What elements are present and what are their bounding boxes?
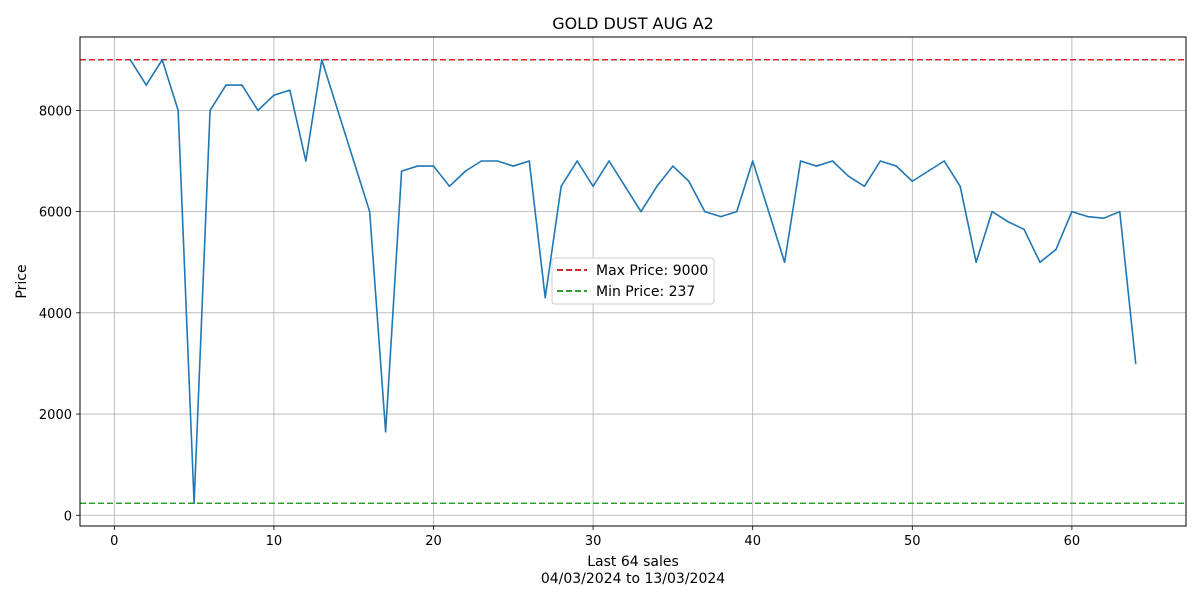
y-tick-label: 4000 — [39, 307, 72, 322]
data-point — [1071, 210, 1073, 213]
data-point — [799, 160, 802, 162]
data-point — [943, 160, 946, 162]
chart-title: GOLD DUST AUG A2 — [552, 14, 714, 33]
x-tick-label: 20 — [425, 534, 442, 549]
data-point — [624, 185, 626, 188]
series-layer — [129, 58, 1137, 505]
x-tick-label: 60 — [1064, 534, 1081, 549]
data-point — [241, 84, 243, 86]
y-tick-label: 6000 — [39, 206, 72, 221]
data-point — [480, 160, 483, 162]
data-point — [704, 210, 706, 213]
y-tick-label: 2000 — [39, 408, 72, 423]
data-point — [719, 215, 722, 218]
data-point — [1055, 248, 1057, 251]
reference-lines — [80, 59, 1186, 505]
data-point — [688, 180, 690, 183]
x-tick-label: 50 — [904, 534, 921, 549]
x-tick-label: 10 — [266, 534, 283, 549]
data-point — [1023, 228, 1025, 231]
data-point — [193, 502, 195, 505]
data-point — [576, 160, 578, 162]
data-point — [512, 165, 515, 167]
data-point — [640, 210, 642, 213]
data-point — [656, 185, 658, 188]
data-point — [751, 160, 754, 162]
data-point — [209, 109, 211, 112]
data-point — [560, 185, 562, 188]
data-point — [400, 170, 403, 172]
data-point — [368, 210, 371, 213]
legend-min-label: Min Price: 237 — [596, 284, 695, 300]
data-point — [336, 109, 339, 112]
data-point — [735, 210, 738, 213]
grid — [80, 37, 1186, 526]
x-axis-label: Last 64 sales — [587, 554, 679, 570]
data-point — [783, 261, 786, 264]
data-point — [991, 210, 993, 213]
data-point — [225, 84, 227, 86]
data-point — [448, 185, 451, 188]
data-point — [305, 160, 307, 162]
data-point — [592, 185, 594, 188]
data-point — [320, 58, 323, 61]
data-point — [1039, 261, 1041, 264]
data-point — [879, 160, 882, 162]
data-point — [608, 160, 610, 162]
data-point — [177, 109, 179, 112]
data-point — [496, 160, 499, 162]
data-point — [1103, 217, 1105, 219]
plot-frame — [79, 36, 1187, 527]
data-point — [895, 165, 898, 167]
data-point — [1118, 210, 1121, 213]
x-tick-label: 40 — [744, 534, 761, 549]
data-point — [959, 185, 961, 188]
price-series-line — [129, 58, 1137, 505]
data-point — [815, 165, 818, 167]
legend: Max Price: 9000 Min Price: 237 — [551, 257, 715, 305]
data-point — [672, 165, 674, 167]
data-point — [161, 58, 163, 61]
data-point — [145, 84, 148, 86]
data-point — [544, 296, 547, 299]
data-point — [464, 170, 467, 172]
data-point — [1134, 362, 1137, 365]
x-axis-date-range: 04/03/2024 to 13/03/2024 — [541, 571, 725, 587]
y-tick-label: 8000 — [39, 104, 72, 119]
data-point — [927, 170, 930, 172]
data-point — [847, 175, 850, 177]
data-point — [416, 165, 419, 167]
ticks: 0 10 20 30 40 50 60 0 2000 4000 6000 8000 — [39, 104, 1080, 549]
data-point — [257, 109, 259, 112]
data-point — [1007, 220, 1009, 223]
data-point — [352, 160, 355, 162]
y-tick-label: 0 — [64, 509, 72, 524]
data-point — [273, 94, 275, 97]
legend-max-label: Max Price: 9000 — [596, 263, 708, 279]
y-axis-label: Price — [14, 264, 30, 298]
data-point — [911, 180, 914, 183]
data-point — [863, 185, 866, 188]
data-point — [129, 58, 132, 61]
data-point — [1087, 215, 1089, 218]
data-point — [432, 165, 435, 167]
x-tick-label: 0 — [110, 534, 118, 549]
data-point — [831, 160, 834, 162]
data-point — [384, 430, 387, 433]
data-point — [289, 89, 291, 91]
x-tick-label: 30 — [585, 534, 602, 549]
legend-box — [551, 257, 715, 305]
data-point — [975, 261, 977, 264]
data-point — [528, 160, 531, 162]
data-point — [767, 210, 770, 213]
